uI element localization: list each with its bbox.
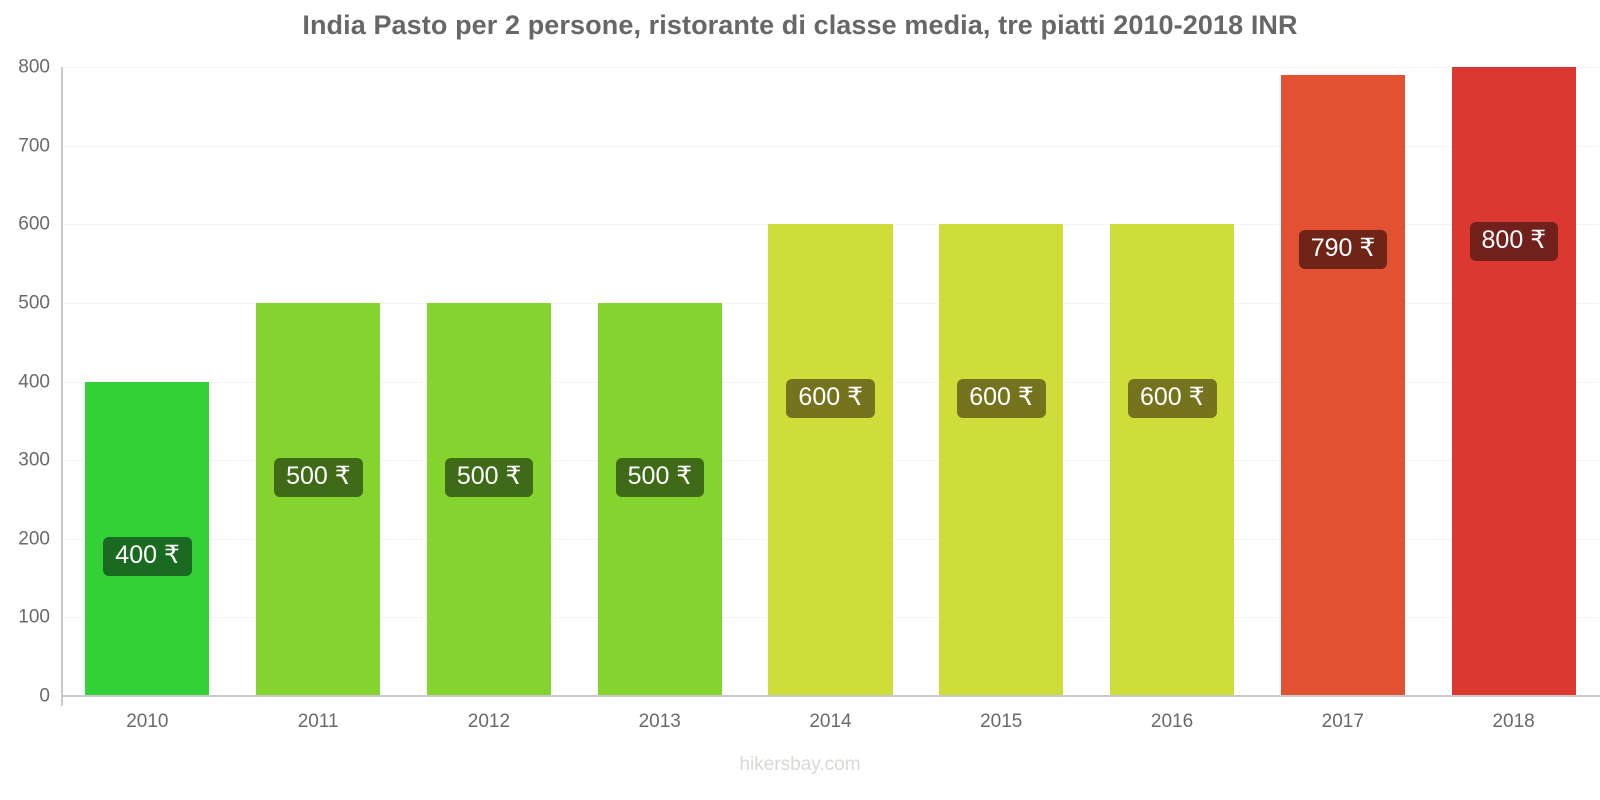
x-axis-line (62, 695, 1600, 697)
gridline (62, 67, 1599, 68)
y-axis-tick-label: 600 (18, 213, 50, 235)
gridline (62, 145, 1599, 147)
bar[interactable]: 500 ₹ (256, 302, 381, 696)
bar[interactable]: 600 ₹ (1109, 224, 1235, 696)
y-axis-tick-label: 700 (18, 135, 50, 157)
bar-value-label: 600 ₹ (957, 379, 1046, 419)
bar-value-label: 790 ₹ (1298, 229, 1388, 269)
y-axis-tick-label: 800 (18, 56, 50, 78)
x-axis-tick-label: 2012 (467, 711, 511, 732)
bar[interactable]: 790 ₹ (1280, 74, 1405, 696)
bar-value-label: 500 ₹ (444, 457, 534, 497)
bar-value-label: 800 ₹ (1469, 222, 1559, 261)
watermark: hikersbay.com (739, 754, 861, 775)
y-axis-tick-label: 100 (18, 606, 50, 628)
bar-value-label: 600 ₹ (1127, 379, 1217, 419)
x-axis-tick-label: 2017 (1321, 711, 1364, 732)
y-axis-tick-label: 200 (18, 528, 50, 550)
page-title: India Pasto per 2 persone, ristorante di… (302, 10, 1298, 40)
bar[interactable]: 600 ₹ (768, 224, 893, 696)
bar-value-label: 400 ₹ (103, 536, 192, 576)
bar-value-label: 600 ₹ (786, 379, 875, 419)
bar-value-label: 500 ₹ (274, 457, 363, 497)
y-axis-line (61, 67, 63, 706)
x-axis-tick-label: 2016 (1150, 711, 1194, 732)
bar[interactable]: 500 ₹ (597, 302, 722, 696)
y-axis-tick-label: 300 (18, 449, 50, 471)
x-axis-tick-label: 2011 (297, 711, 339, 732)
x-axis-tick-label: 2010 (126, 711, 169, 732)
y-axis-tick-label: 500 (18, 292, 50, 314)
bar[interactable]: 400 ₹ (85, 381, 210, 696)
bar[interactable]: 800 ₹ (1451, 67, 1576, 696)
x-axis-tick-label: 2018 (1492, 711, 1535, 732)
y-axis-tick-label: 400 (18, 371, 50, 392)
bar[interactable]: 500 ₹ (426, 302, 551, 696)
plot-area: 400 ₹ 500 ₹ 500 ₹ 500 ₹ 600 ₹ 600 ₹ 600 ₹ 790 ₹… (62, 67, 1599, 697)
x-axis-tick-label: 2014 (809, 711, 852, 732)
x-axis-tick-label: 2013 (638, 711, 681, 732)
bar[interactable]: 600 ₹ (939, 224, 1064, 696)
bar-value-label: 500 ₹ (615, 457, 705, 497)
x-axis-tick-label: 2015 (980, 711, 1023, 732)
y-axis-tick-label: 0 (39, 685, 50, 707)
